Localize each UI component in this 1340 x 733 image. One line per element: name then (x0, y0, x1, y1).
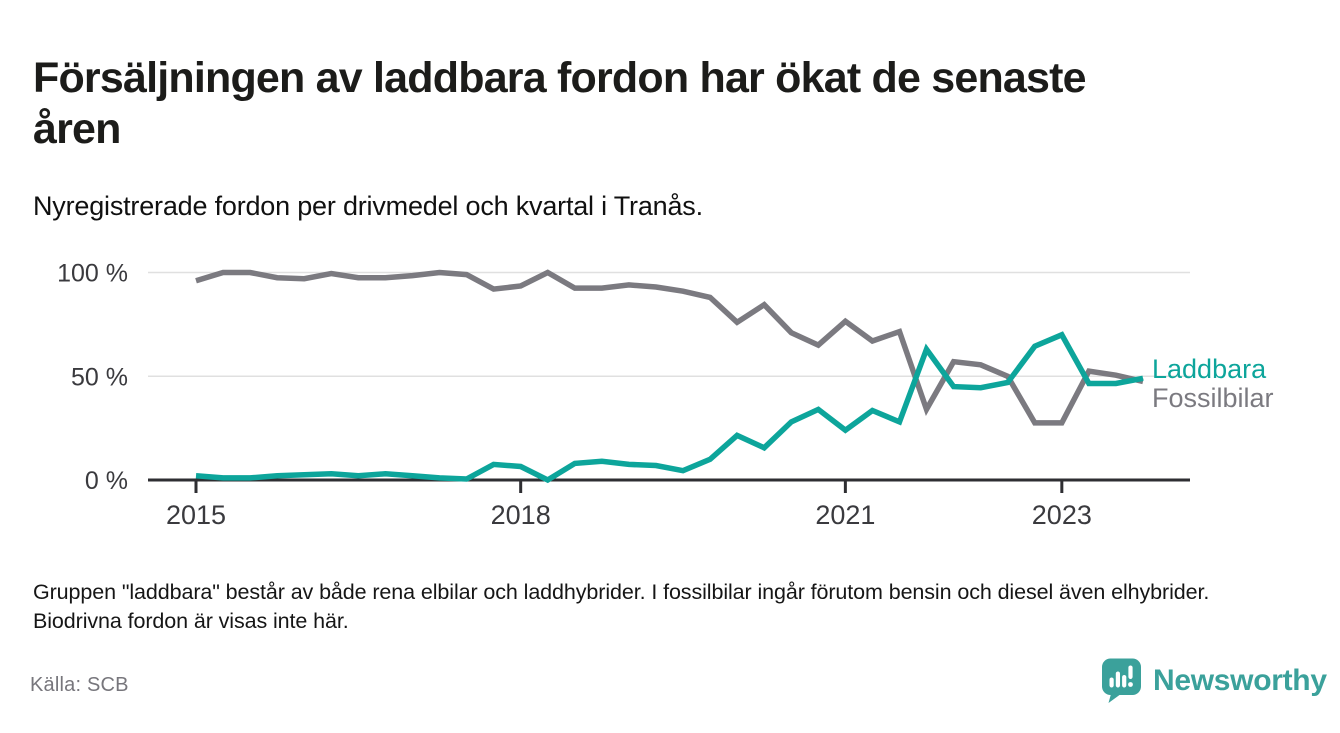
x-axis-label: 2023 (1032, 500, 1092, 530)
x-axis-label: 2018 (491, 500, 551, 530)
source-label: Källa: SCB (30, 674, 129, 696)
series-line-fossilbilar (195, 269, 1144, 426)
x-axis-label: 2021 (815, 500, 875, 530)
x-axis-label: 2015 (166, 500, 226, 530)
y-axis-label: 50 % (71, 363, 128, 391)
line-chart: 0 % 50 % 100 % 2015 2018 2021 2023 Laddbara Foss… (0, 240, 1340, 540)
y-axis-label: 0 % (85, 467, 128, 495)
footnote: Gruppen "laddbara" består av både rena e… (33, 579, 1210, 633)
line-chart-svg: 0 % 50 % 100 % 2015 2018 2021 2023 LaddbaraFoss… (57, 260, 1274, 531)
chart-title-line1: Försäljningen av laddbara fordon har öka… (33, 53, 1087, 102)
chart-title-line2: åren (33, 104, 121, 153)
newsworthy-brand-text: Newsworthy (1153, 664, 1327, 697)
chart-subtitle: Nyregistrerade fordon per drivmedel och … (33, 191, 703, 221)
legend-laddbara: Laddbara (1152, 354, 1267, 384)
y-axis-label: 100 % (57, 260, 128, 288)
legend-fossilbilar: Fossilbilar (1152, 383, 1274, 413)
newsworthy-logo[interactable]: Newsworthy (1101, 658, 1327, 704)
chart-title: Försäljningen av laddbara fordon har öka… (33, 53, 1313, 155)
series-line-laddbara (195, 331, 1144, 484)
newsworthy-badge-icon (1102, 658, 1141, 703)
